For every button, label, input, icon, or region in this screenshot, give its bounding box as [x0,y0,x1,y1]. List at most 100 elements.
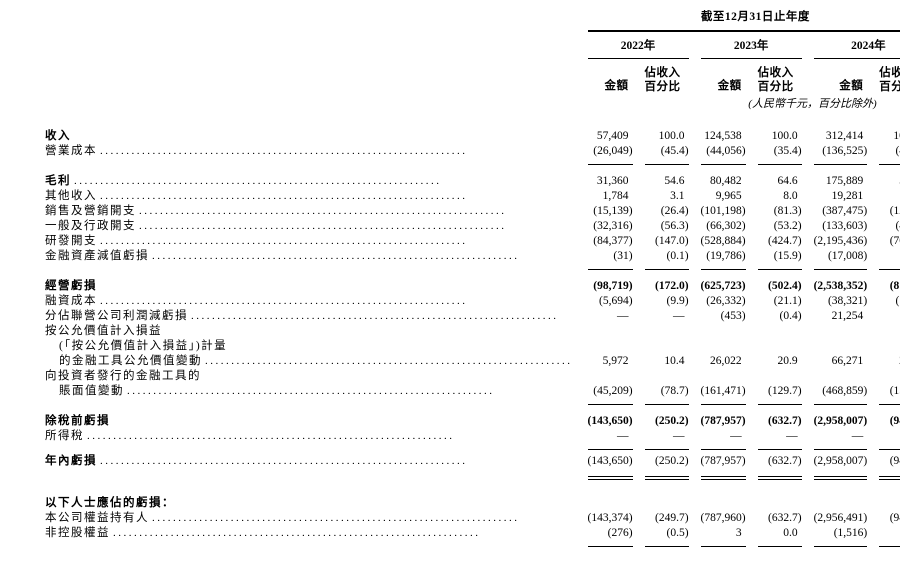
cell-value: (26,332) [706,294,745,309]
amount-cell: 57,409 [588,129,633,144]
amount-cell: 175,889 [814,165,868,189]
cell-value: (161,471) [701,384,746,399]
prospectus-financial-page: 截至12月31日止年度截至6月30日止六個月2022年2023年2024年202… [0,10,900,570]
cell-value: 64.6 [777,174,801,189]
amount-cell: 66,271 [814,354,868,369]
row-label-text: 分佔聯營公司利潤減虧損 [45,309,188,324]
percent-cell: (632.7) [758,405,802,429]
amount-cell: (26,332) [701,294,746,309]
dot-leader [127,384,573,399]
cell-value: 3 [736,526,746,541]
cell-value: (787,957) [701,414,746,429]
rule-segment [814,541,868,547]
cell-value: (424.7) [768,234,802,249]
cell-value: — [730,429,746,444]
amount-cell: 21,254 [814,309,868,324]
row-label: 其他收入 [45,189,576,204]
year-header: 2024年 [814,32,900,59]
period-header-annual: 截至12月31日止年度 [588,10,900,32]
cell-value: (19,786) [706,249,745,264]
percentage-column-header: 佔收入百分比 [645,59,689,95]
cell-value: 54.6 [664,174,688,189]
dot-leader [74,174,573,189]
row-label: 金融資產減值虧損 [45,249,576,264]
percent-cell: (632.7) [758,511,802,526]
rule-segment [814,469,868,480]
cell-value: 0.0 [783,526,801,541]
percent-cell: (5.4) [879,249,900,264]
year-header-row: 2022年2023年2024年2024年2025年 [45,32,900,59]
corner-cell [45,112,576,129]
empty-values-cell [588,369,900,384]
row-label-text: 收入 [45,129,71,144]
row-label: 毛利 [45,174,576,189]
year-header: 2022年 [588,32,689,59]
amount-cell: (101,198) [701,204,746,219]
cell-value: 5,972 [603,354,633,369]
rule-segment [758,469,802,480]
row-label-text: 非控股權益 [45,526,110,541]
dot-leader [152,511,573,526]
percent-cell: — [879,429,900,444]
cell-value: 100.0 [659,129,689,144]
row-label-text: 研發開支 [45,234,97,249]
percent-cell: 100.0 [879,129,900,144]
table-row: 非控股權益(276)(0.5)30.0(1,516)(0.5)——(6,679)… [45,526,900,541]
cell-value: (129.7) [768,384,802,399]
amount-cell: (17,008) [814,249,868,264]
rule-label-gap [45,541,576,547]
amount-cell: (2,956,491) [814,511,868,526]
row-label: (「按公允價值計入損益」)計量 [45,339,576,354]
cell-value: 19,281 [832,189,868,204]
row-label-text: (「按公允價值計入損益」)計量 [45,339,227,354]
percent-cell: (0.5) [645,526,689,541]
row-label: 收入 [45,129,576,144]
row-label-cell: 本公司權益持有人 [45,511,576,526]
cell-value: (502.4) [768,279,802,294]
cell-value: (53.2) [774,219,802,234]
cell-value: (44,056) [706,144,745,159]
cell-value: 21,254 [832,309,868,324]
year-header: 2023年 [701,32,802,59]
cell-value: (468,859) [822,384,867,399]
amount-cell: (787,957) [701,405,746,429]
cell-value: (84,377) [593,234,632,249]
table-row: 的金融工具公允價值變動5,97210.426,02220.966,27121.2… [45,354,900,369]
amount-cell: (787,960) [701,511,746,526]
amount-cell: (136,525) [814,144,868,159]
percentage-header-line1: 佔收入 [645,66,681,80]
cell-value: 3.1 [670,189,688,204]
percent-cell: (45.4) [645,144,689,159]
cell-value: 124,538 [704,129,745,144]
row-label-cell: 一般及行政開支 [45,219,576,234]
amount-cell: (1,516) [814,526,868,541]
row-label-cell: 營業成本 [45,144,576,159]
rule-segment [588,541,633,547]
cell-value: — [617,309,633,324]
cell-value: (2,195,436) [814,234,868,249]
percent-cell: (43.7) [879,144,900,159]
row-label: 年內虧損 [45,454,576,469]
amount-cell: 5,972 [588,354,633,369]
table-row: 金融資產減值虧損(31)(0.1)(19,786)(15.9)(17,008)(… [45,249,900,264]
dot-leader [100,454,573,469]
row-label-cell: 的金融工具公允價值變動 [45,354,576,369]
row-label-text: 賬面值變動 [45,384,124,399]
financial-statement-table: 截至12月31日止年度截至6月30日止六個月2022年2023年2024年202… [33,10,900,547]
row-label-text: 金融資產減值虧損 [45,249,149,264]
cell-value: (250.2) [655,454,689,469]
row-label: 本公司權益持有人 [45,511,576,526]
percentage-header-line2: 百分比 [879,80,900,94]
percentage-header-line1: 佔收入 [879,66,900,80]
dot-leader [139,219,573,234]
cell-value: (250.2) [655,414,689,429]
currency-note: (人民幣千元，百分比除外) [588,95,900,112]
table-row: 分佔聯營公司利潤減虧損——(453)(0.4)21,2546.83240.714… [45,309,900,324]
percent-cell: (129.7) [758,384,802,399]
cell-value: (9.9) [667,294,689,309]
amount-column-header: 金額 [701,59,746,95]
cell-value: (702.7) [890,234,900,249]
cell-value: (2,958,007) [814,414,868,429]
percent-cell: (81.3) [758,204,802,219]
amount-cell: (26,049) [588,144,633,159]
